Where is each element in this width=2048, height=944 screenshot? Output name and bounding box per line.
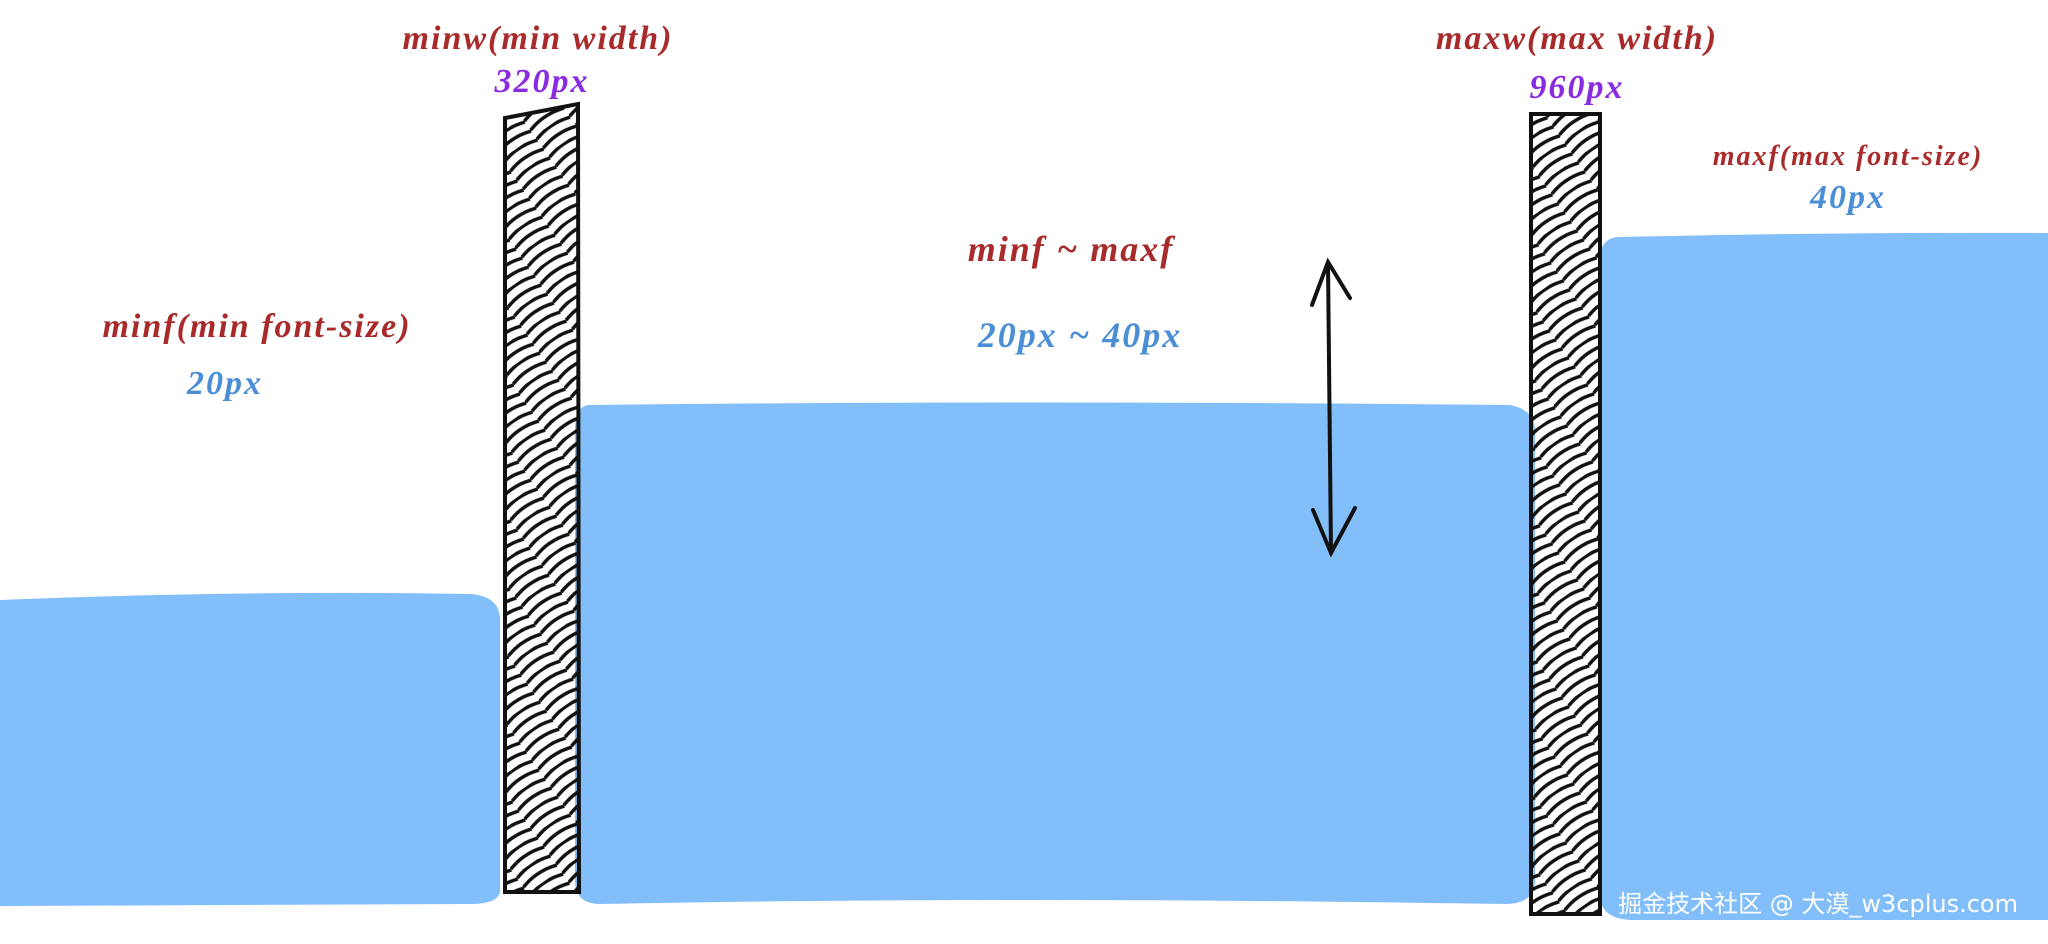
max-width-value: 960px — [1530, 69, 1625, 106]
max-font-area — [1600, 232, 2048, 921]
double-arrow — [1310, 257, 1357, 558]
max-width-bar — [1529, 112, 1602, 916]
watermark: 掘金技术社区 @ 大漠_w3cplus.com — [1618, 890, 2018, 918]
min-font-title: minf(min font-size) — [102, 308, 411, 345]
max-font-title: maxf(max font-size) — [1713, 141, 1984, 172]
min-font-value: 20px — [186, 365, 263, 402]
range-value: 20px ~ 40px — [977, 315, 1183, 355]
min-width-title: minw(min width) — [403, 20, 674, 57]
min-font-area — [0, 592, 500, 906]
max-width-title: maxw(max width) — [1436, 20, 1718, 57]
min-width-value: 320px — [494, 63, 590, 100]
max-font-value: 40px — [1809, 179, 1886, 216]
range-title: minf ~ maxf — [968, 229, 1176, 269]
fluid-font-area — [575, 402, 1535, 904]
min-width-bar — [503, 101, 582, 894]
